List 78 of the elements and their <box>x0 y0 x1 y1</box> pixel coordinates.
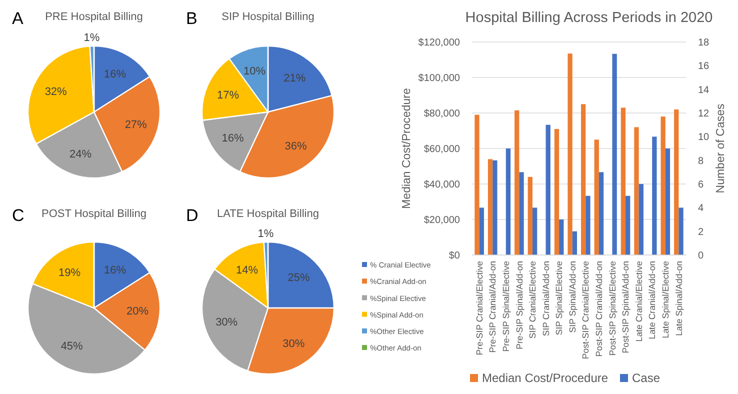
data-label: 10% <box>244 65 266 78</box>
data-label: 30% <box>216 316 238 328</box>
x-tick-label: Post-SIP Spinal/Add-on <box>620 260 631 354</box>
data-label: 24% <box>70 148 92 160</box>
chart-title: SIP Hospital Billing <box>222 11 314 23</box>
x-tick-label: Late Cranial/Add-on <box>647 260 658 340</box>
bar <box>474 114 480 255</box>
x-tick-label: SIP Spinal/Elective <box>554 260 564 336</box>
data-label: 45% <box>60 340 84 352</box>
chart-title: Hospital Billing Across Periods in 2020 <box>465 10 713 26</box>
bar <box>506 148 511 255</box>
bar <box>559 220 564 255</box>
data-label: 17% <box>217 90 240 102</box>
bar <box>572 231 578 255</box>
y-tick-label: $40,000 <box>424 180 460 190</box>
text: A <box>12 9 24 28</box>
y-tick-label: $60,000 <box>424 144 460 155</box>
y-axis-title: Median Cost/Procedure <box>401 88 413 209</box>
x-tick-label: SIP Spinal/Add-on <box>567 260 578 333</box>
data-label: 30% <box>282 338 305 350</box>
bar <box>546 124 550 255</box>
y2-tick-label: 4 <box>698 203 704 214</box>
y-tick-label: $80,000 <box>424 108 460 120</box>
text: B <box>186 9 198 28</box>
text: C <box>12 206 24 225</box>
bar <box>580 104 586 255</box>
y2-tick-label: 18 <box>698 38 710 48</box>
x-tick-label: Pre-SIP Cranial/Elective <box>474 260 484 356</box>
x-tick-label: Late Cranial/Elective <box>634 260 644 342</box>
data-label: 1% <box>258 228 274 240</box>
chart-title: LATE Hospital Billing <box>217 208 319 220</box>
data-label: 21% <box>284 72 306 84</box>
x-tick-label: Pre-SIP Spinal/Add-on <box>514 260 524 350</box>
y2-tick-label: 8 <box>698 156 704 167</box>
y2-tick-label: 16 <box>698 61 710 72</box>
y2-tick-label: 14 <box>698 84 710 96</box>
y-tick-label: $100,000 <box>418 73 460 84</box>
data-label: 25% <box>288 272 310 284</box>
data-label: 20% <box>126 306 149 318</box>
data-label: 1% <box>84 32 100 44</box>
y-tick-label: $0 <box>448 250 460 262</box>
x-tick-label: Late Spinal/Add-on <box>674 260 684 336</box>
bar <box>568 54 572 255</box>
bar <box>652 136 657 255</box>
bar <box>554 128 560 255</box>
x-tick-label: Post-SIP Spinal/Elective <box>607 260 618 356</box>
data-label: 16% <box>104 264 126 277</box>
x-tick-label: SIP Cranial/Add-on <box>540 260 551 336</box>
bar <box>674 109 679 255</box>
y2-tick-label: 0 <box>698 250 704 262</box>
y-tick-label: $120,000 <box>418 38 460 48</box>
text: D <box>186 206 198 225</box>
x-tick-label: Pre-SIP Spinal/Elective <box>500 260 511 352</box>
data-label: 27% <box>124 119 148 132</box>
chart-title: POST Hospital Billing <box>42 208 146 220</box>
data-label: 19% <box>58 266 81 279</box>
x-tick-label: Pre-SIP Cranial/Add-on <box>488 260 498 353</box>
x-tick-label: Post-SIP Cranial/Add-on <box>594 260 604 357</box>
data-label: 16% <box>104 68 126 81</box>
x-tick-label: SIP Cranial/Elective <box>528 260 538 339</box>
bar <box>678 208 684 255</box>
y2-tick-label: 2 <box>698 226 704 238</box>
x-tick-label: Late Spinal/Elective <box>660 260 670 338</box>
y2-tick-label: 12 <box>698 108 710 120</box>
y2-tick-label: 10 <box>698 132 710 144</box>
data-label: 36% <box>284 140 307 152</box>
y2-tick-label: 6 <box>698 180 704 190</box>
y2-axis-title: Number of Cases <box>715 104 727 194</box>
data-label: 14% <box>236 264 258 277</box>
legend-label: Case <box>632 371 660 386</box>
legend-label: Median Cost/Procedure <box>482 371 608 386</box>
bar <box>620 108 626 255</box>
x-tick-label: Post-SIP Cranial/Elective <box>580 260 591 360</box>
data-label: 16% <box>222 132 244 144</box>
bar <box>612 54 617 255</box>
y-tick-label: $20,000 <box>424 215 460 226</box>
data-label: 32% <box>44 86 68 98</box>
chart-title: PRE Hospital Billing <box>45 11 143 23</box>
